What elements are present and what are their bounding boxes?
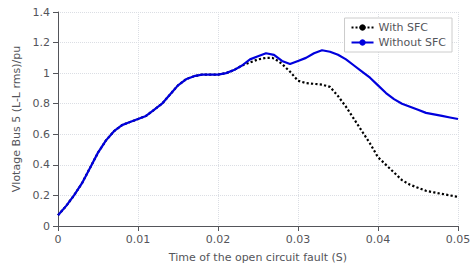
svg-text:Vlotage Bus 5 (L-L rms)/pu: Vlotage Bus 5 (L-L rms)/pu — [10, 46, 23, 192]
svg-text:Time of the open circuit fault: Time of the open circuit fault (S) — [168, 251, 347, 264]
svg-text:0.01: 0.01 — [126, 233, 151, 246]
svg-text:0.02: 0.02 — [206, 233, 231, 246]
svg-text:1: 1 — [43, 67, 50, 80]
svg-text:0.03: 0.03 — [286, 233, 311, 246]
svg-text:0.05: 0.05 — [446, 233, 471, 246]
svg-text:1.4: 1.4 — [33, 6, 51, 19]
svg-text:1.2: 1.2 — [33, 36, 51, 49]
svg-text:Without SFC: Without SFC — [379, 36, 447, 49]
svg-text:0.6: 0.6 — [33, 128, 51, 141]
svg-text:0.8: 0.8 — [33, 97, 51, 110]
svg-text:With SFC: With SFC — [379, 21, 429, 34]
svg-text:0.2: 0.2 — [33, 189, 51, 202]
svg-text:0.4: 0.4 — [33, 158, 51, 171]
svg-text:0: 0 — [43, 220, 50, 233]
svg-text:0.04: 0.04 — [366, 233, 391, 246]
svg-text:0: 0 — [55, 233, 62, 246]
